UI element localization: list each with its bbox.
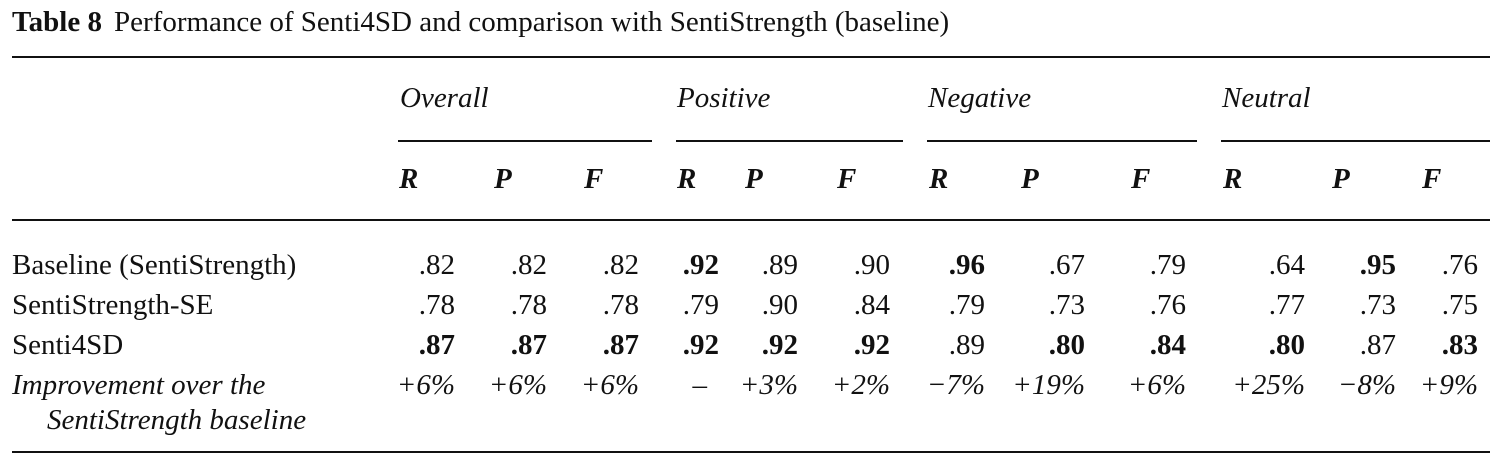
improvement-label-line1: Improvement over the xyxy=(12,369,266,401)
cell-sentistrength-se-negative-f: .76 xyxy=(1149,289,1186,321)
group-header-overall: Overall xyxy=(400,82,489,114)
cell-sentistrength-se-overall-r: .78 xyxy=(418,289,455,321)
cell-improvement-positive-f: +2% xyxy=(831,369,890,401)
cell-sentistrength-se-negative-r: .79 xyxy=(948,289,985,321)
cell-improvement-negative-f: +6% xyxy=(1127,369,1186,401)
cell-senti4sd-positive-f: .92 xyxy=(853,329,890,361)
group-header-positive: Positive xyxy=(677,82,771,114)
group-underline-negative xyxy=(927,140,1197,142)
cell-improvement-neutral-f: +9% xyxy=(1419,369,1478,401)
improvement-label-line2: SentiStrength baseline xyxy=(47,404,307,436)
cell-baseline-neutral-f: .76 xyxy=(1441,249,1478,281)
cell-senti4sd-negative-p: .80 xyxy=(1048,329,1085,361)
table-number: Table 8 xyxy=(12,6,102,38)
cell-sentistrength-se-overall-p: .78 xyxy=(510,289,547,321)
subheader-neutral-f: F xyxy=(1422,163,1442,195)
cell-improvement-overall-r: +6% xyxy=(396,369,455,401)
cell-sentistrength-se-neutral-f: .75 xyxy=(1441,289,1478,321)
subheader-positive-p: P xyxy=(745,163,763,195)
cell-improvement-neutral-p: −8% xyxy=(1337,369,1396,401)
group-underline-neutral xyxy=(1221,140,1490,142)
subheader-negative-r: R xyxy=(929,163,949,195)
cell-sentistrength-se-positive-r: .79 xyxy=(682,289,719,321)
cell-improvement-overall-p: +6% xyxy=(488,369,547,401)
subheader-positive-f: F xyxy=(837,163,857,195)
cell-baseline-positive-p: .89 xyxy=(761,249,798,281)
subheader-overall-f: F xyxy=(584,163,604,195)
cell-baseline-positive-f: .90 xyxy=(853,249,890,281)
cell-sentistrength-se-positive-f: .84 xyxy=(853,289,890,321)
cell-sentistrength-se-neutral-r: .77 xyxy=(1268,289,1305,321)
cell-senti4sd-negative-r: .89 xyxy=(948,329,985,361)
cell-improvement-negative-p: +19% xyxy=(1012,369,1085,401)
cell-baseline-negative-f: .79 xyxy=(1149,249,1186,281)
subheader-positive-r: R xyxy=(677,163,697,195)
table-caption: Table 8 Performance of Senti4SD and compa… xyxy=(12,6,949,39)
cell-senti4sd-negative-f: .84 xyxy=(1149,329,1186,361)
cell-improvement-overall-f: +6% xyxy=(580,369,639,401)
row-label-senti4sd: Senti4SD xyxy=(12,329,124,361)
cell-sentistrength-se-overall-f: .78 xyxy=(602,289,639,321)
cell-senti4sd-overall-f: .87 xyxy=(602,329,639,361)
cell-baseline-negative-r: .96 xyxy=(948,249,985,281)
cell-baseline-overall-r: .82 xyxy=(418,249,455,281)
cell-improvement-neutral-r: +25% xyxy=(1232,369,1305,401)
cell-baseline-positive-r: .92 xyxy=(682,249,719,281)
group-underline-positive xyxy=(676,140,903,142)
cell-improvement-positive-r: – xyxy=(692,369,708,401)
subheader-negative-p: P xyxy=(1021,163,1039,195)
subheader-neutral-p: P xyxy=(1332,163,1350,195)
cell-senti4sd-neutral-f: .83 xyxy=(1441,329,1478,361)
cell-senti4sd-positive-p: .92 xyxy=(761,329,798,361)
row-label-sentistrength-se: SentiStrength-SE xyxy=(12,289,214,321)
cell-improvement-negative-r: −7% xyxy=(926,369,985,401)
mid-rule xyxy=(12,219,1490,221)
top-rule xyxy=(12,56,1490,58)
row-label-improvement: Improvement over the SentiStrength basel… xyxy=(12,369,306,437)
group-header-negative: Negative xyxy=(928,82,1032,114)
cell-baseline-negative-p: .67 xyxy=(1048,249,1085,281)
cell-baseline-overall-p: .82 xyxy=(510,249,547,281)
cell-baseline-neutral-p: .95 xyxy=(1359,249,1396,281)
cell-senti4sd-neutral-p: .87 xyxy=(1359,329,1396,361)
subheader-neutral-r: R xyxy=(1223,163,1243,195)
subheader-overall-p: P xyxy=(494,163,512,195)
subheader-overall-r: R xyxy=(399,163,419,195)
cell-senti4sd-positive-r: .92 xyxy=(682,329,719,361)
cell-improvement-positive-p: +3% xyxy=(739,369,798,401)
row-label-baseline: Baseline (SentiStrength) xyxy=(12,249,297,281)
cell-baseline-overall-f: .82 xyxy=(602,249,639,281)
bottom-rule xyxy=(12,451,1490,453)
group-header-neutral: Neutral xyxy=(1222,82,1311,114)
cell-sentistrength-se-negative-p: .73 xyxy=(1048,289,1085,321)
cell-sentistrength-se-positive-p: .90 xyxy=(761,289,798,321)
cell-senti4sd-overall-r: .87 xyxy=(418,329,455,361)
cell-baseline-neutral-r: .64 xyxy=(1268,249,1305,281)
cell-senti4sd-overall-p: .87 xyxy=(510,329,547,361)
cell-sentistrength-se-neutral-p: .73 xyxy=(1359,289,1396,321)
subheader-negative-f: F xyxy=(1131,163,1151,195)
cell-senti4sd-neutral-r: .80 xyxy=(1268,329,1305,361)
group-underline-overall xyxy=(398,140,652,142)
table-title: Performance of Senti4SD and comparison w… xyxy=(114,6,950,38)
